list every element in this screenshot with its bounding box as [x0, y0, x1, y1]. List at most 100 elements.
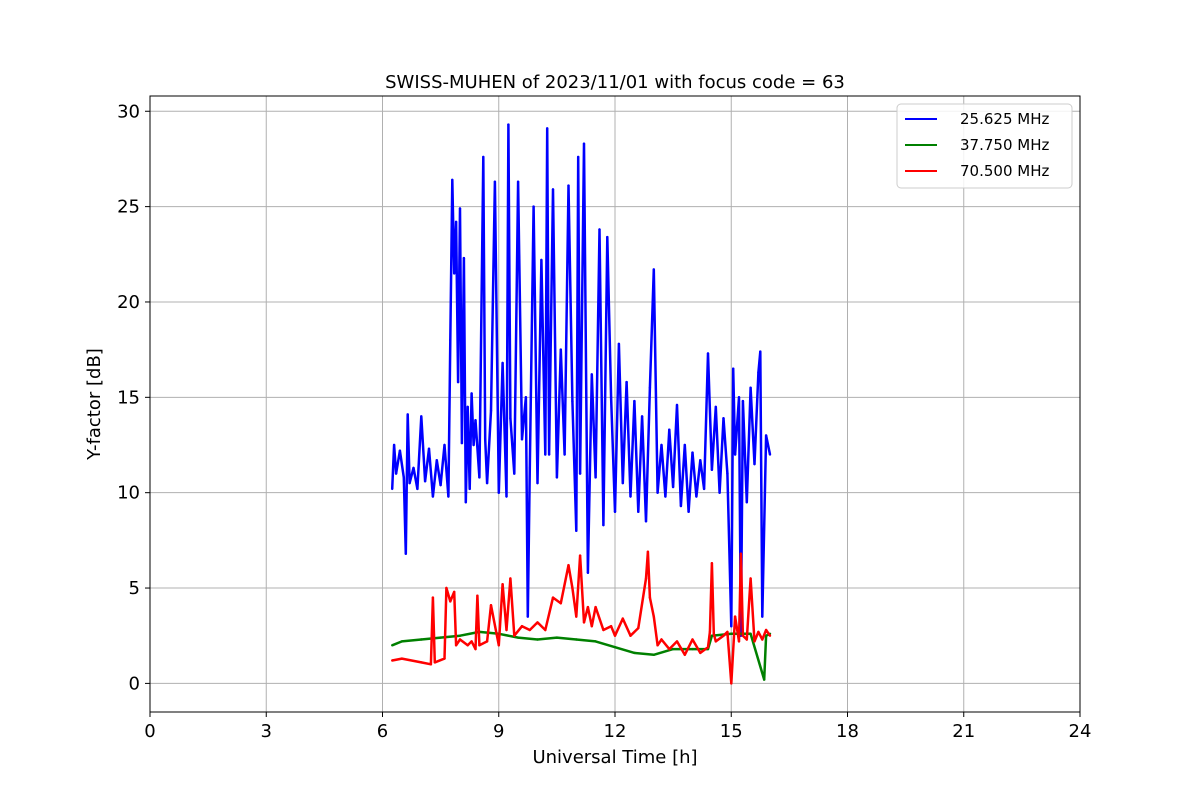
legend: 25.625 MHz 37.750 MHz 70.500 MHz	[896, 103, 1073, 189]
data-point	[633, 399, 636, 403]
data-point	[606, 235, 609, 239]
data-point	[671, 485, 675, 489]
data-point	[741, 399, 745, 403]
y-tick-label: 5	[129, 578, 140, 599]
x-tick-label: 21	[952, 721, 975, 742]
data-point	[683, 443, 686, 447]
data-point	[761, 615, 764, 618]
data-point	[567, 184, 570, 187]
data-point	[484, 438, 487, 441]
data-point	[544, 628, 547, 632]
data-point	[505, 628, 508, 632]
data-point	[458, 207, 462, 210]
data-point	[621, 617, 624, 620]
y-tick-label: 10	[117, 483, 140, 504]
data-point	[433, 661, 436, 664]
data-point	[637, 510, 640, 513]
data-point	[648, 596, 652, 599]
data-point	[691, 451, 694, 454]
data-point	[586, 571, 590, 574]
series-70-500-mhz	[391, 550, 772, 685]
data-point	[571, 586, 574, 590]
data-point	[768, 453, 772, 456]
data-point	[536, 481, 539, 485]
data-point	[763, 678, 766, 681]
x-tick-label: 12	[604, 721, 627, 742]
data-point	[679, 504, 683, 508]
data-point	[485, 640, 489, 643]
data-point	[507, 123, 510, 126]
data-point	[567, 564, 570, 567]
data-point	[753, 640, 756, 643]
data-point	[602, 523, 605, 527]
data-point	[613, 646, 617, 649]
legend-label: 37.750 MHz	[960, 136, 1049, 154]
data-point	[664, 495, 667, 498]
data-point	[540, 258, 543, 262]
data-point	[575, 529, 578, 532]
data-point	[489, 604, 493, 607]
data-point	[528, 628, 531, 632]
data-point	[435, 459, 438, 462]
data-point	[577, 155, 580, 159]
data-point	[468, 487, 471, 491]
data-point	[714, 405, 717, 409]
data-point	[516, 636, 520, 639]
legend-label: 70.500 MHz	[960, 162, 1049, 180]
data-point	[609, 396, 613, 399]
data-point	[431, 596, 435, 599]
data-point	[536, 638, 539, 641]
series-line	[390, 123, 772, 637]
data-point	[458, 634, 462, 637]
data-point	[726, 472, 729, 475]
data-point	[687, 510, 690, 513]
data-point	[602, 628, 605, 632]
data-point	[730, 625, 733, 628]
data-point	[637, 626, 640, 630]
data-point	[501, 583, 504, 586]
data-point	[644, 577, 648, 580]
data-point	[757, 371, 760, 374]
data-point	[400, 640, 404, 643]
data-point	[633, 651, 636, 655]
data-point	[547, 453, 551, 456]
data-point	[749, 632, 752, 635]
data-point	[761, 638, 764, 641]
x-tick-label: 6	[377, 721, 388, 742]
data-point	[501, 361, 504, 365]
data-point	[764, 634, 768, 637]
data-point	[702, 487, 706, 491]
data-point	[431, 495, 435, 498]
data-point	[555, 476, 559, 479]
data-point	[718, 491, 721, 494]
data-point	[449, 338, 452, 342]
data-point	[476, 594, 479, 597]
data-point	[443, 657, 446, 660]
data-point	[739, 552, 743, 555]
data-point	[714, 640, 717, 643]
data-point	[513, 472, 516, 475]
legend-box	[896, 103, 1073, 189]
data-point	[590, 625, 593, 628]
data-point	[555, 636, 559, 639]
x-tick-label: 3	[261, 721, 272, 742]
data-point	[516, 180, 520, 183]
data-point	[594, 640, 597, 643]
x-axis-label: Universal Time [h]	[532, 747, 697, 768]
data-point	[470, 640, 473, 643]
data-point	[668, 428, 671, 431]
data-point	[466, 644, 469, 647]
data-point	[571, 399, 574, 403]
x-tick-label: 24	[1069, 721, 1092, 742]
data-point	[497, 644, 500, 647]
data-point	[652, 653, 655, 656]
data-point	[447, 495, 450, 498]
data-point	[497, 491, 500, 494]
data-point	[656, 644, 659, 647]
data-point	[621, 481, 624, 485]
y-axis-label: Y-factor [dB]	[84, 348, 105, 461]
data-point	[640, 415, 644, 418]
data-point	[454, 644, 458, 647]
data-point	[460, 441, 464, 445]
data-point	[429, 663, 433, 666]
